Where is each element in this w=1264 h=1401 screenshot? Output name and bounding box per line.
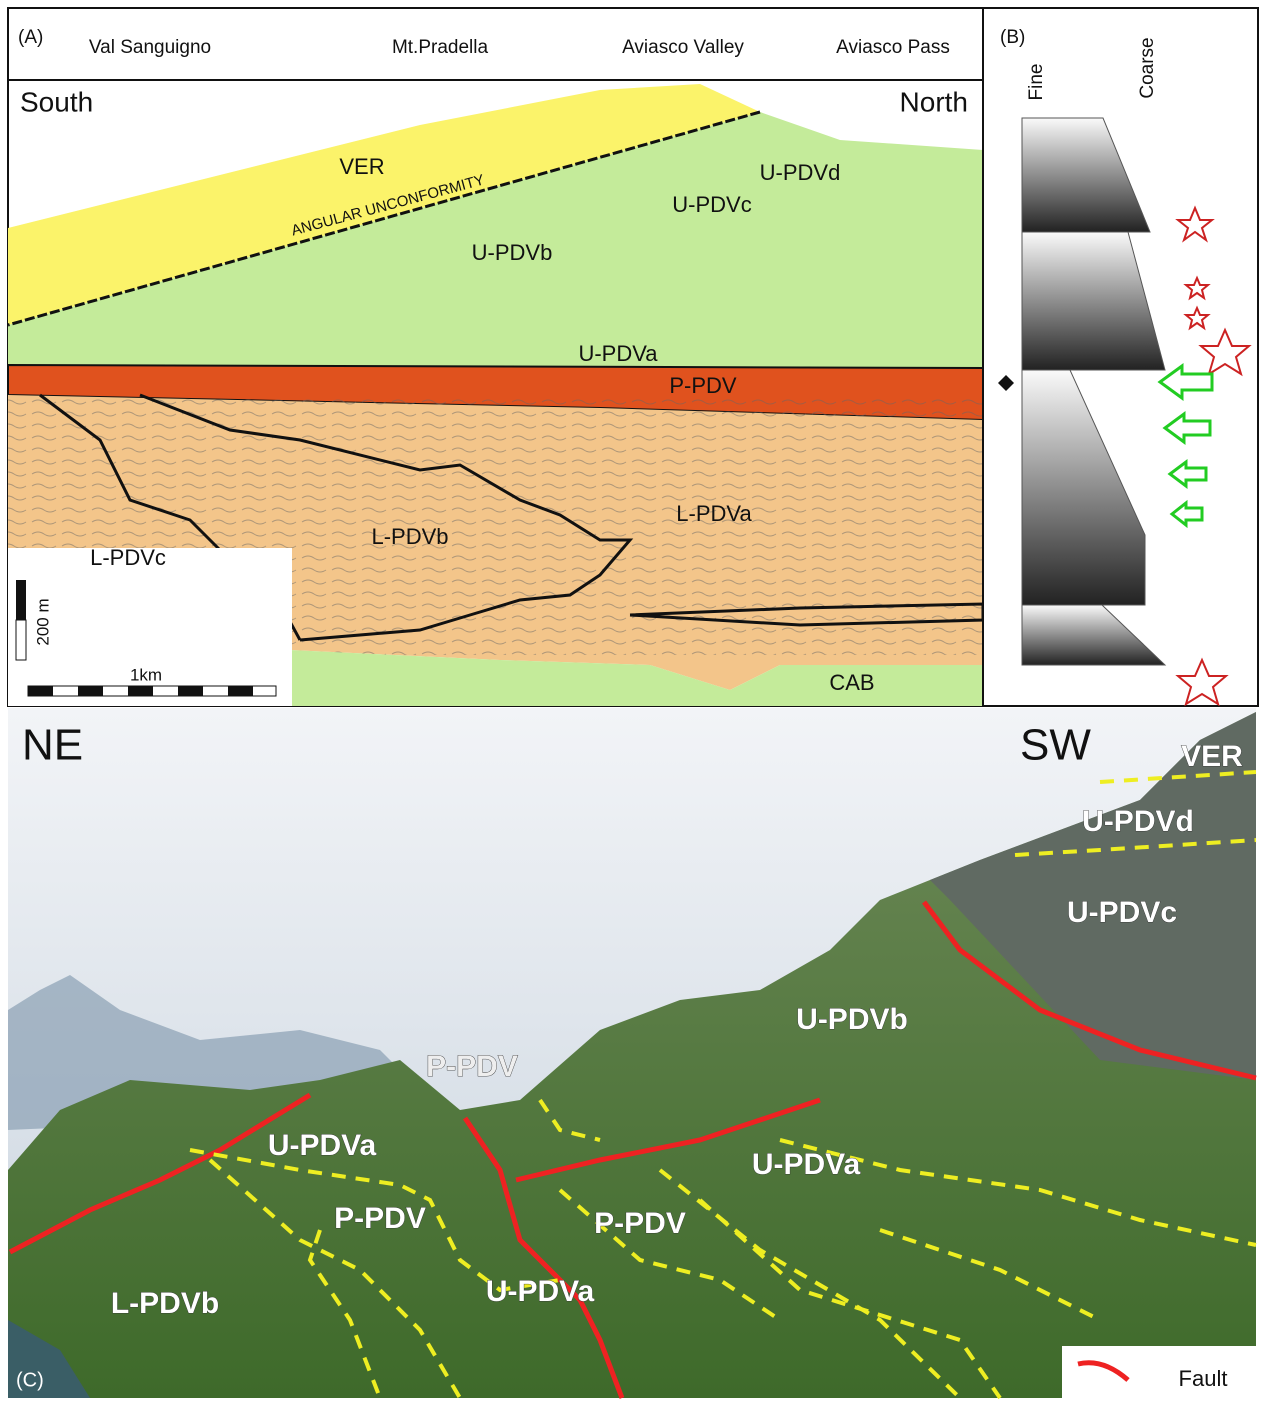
locality: Mt.Pradella — [392, 37, 489, 58]
unit-label: U-PDVd — [760, 160, 841, 185]
unit-label: VER — [1181, 740, 1243, 773]
unit-label: U-PDVa — [486, 1275, 595, 1308]
unit-label: U-PDVa — [752, 1148, 861, 1181]
panel-a: (A) Val Sanguigno Mt.Pradella Aviasco Va… — [8, 8, 983, 706]
direction: North — [900, 86, 968, 117]
panel-label: (C) — [16, 1369, 44, 1391]
locality: Aviasco Valley — [622, 37, 744, 58]
grain-size: Coarse — [1137, 37, 1158, 98]
panel-label: (A) — [18, 27, 43, 48]
unit-label: U-PDVc — [672, 192, 751, 217]
unit-label: U-PDVa — [268, 1129, 377, 1162]
unit-label: P-PDV — [594, 1207, 686, 1240]
unit-label: U-PDVb — [796, 1003, 908, 1036]
unit-label: U-PDVd — [1082, 805, 1194, 838]
unit-label: U-PDVc — [1067, 896, 1177, 929]
scale-bar — [16, 580, 26, 620]
figure: (A) Val Sanguigno Mt.Pradella Aviasco Va… — [0, 0, 1264, 1401]
unit-label: L-PDVa — [676, 501, 752, 526]
panel-label: (B) — [1000, 27, 1025, 48]
locality: Val Sanguigno — [89, 37, 211, 58]
scale-label: 1km — [130, 665, 162, 684]
grain-size: Fine — [1026, 64, 1047, 101]
scale-label: 200 m — [33, 598, 52, 645]
unit-label: VER — [339, 154, 384, 179]
legend-label: Fault — [1179, 1366, 1228, 1391]
panel-b: (B) Fine Coarse — [983, 8, 1258, 706]
direction: South — [20, 86, 93, 117]
locality: Aviasco Pass — [836, 37, 950, 58]
unit-label: P-PDV — [334, 1202, 426, 1235]
direction: SW — [1020, 721, 1091, 770]
unit-label: P-PDV — [669, 373, 737, 398]
unit-label: L-PDVb — [111, 1287, 219, 1320]
unit-label: U-PDVb — [472, 240, 553, 265]
panel-c: Fault (C) NE SW VER U-PDVd U-PDVc U-PDVb… — [8, 708, 1256, 1398]
unit-label: P-PDV — [426, 1050, 518, 1083]
unit-label: CAB — [829, 670, 874, 695]
direction: NE — [22, 721, 83, 770]
unit-label: L-PDVb — [371, 524, 448, 549]
unit-label: L-PDVc — [90, 545, 166, 570]
scale-bar — [16, 620, 26, 660]
unit-label: U-PDVa — [578, 341, 658, 366]
